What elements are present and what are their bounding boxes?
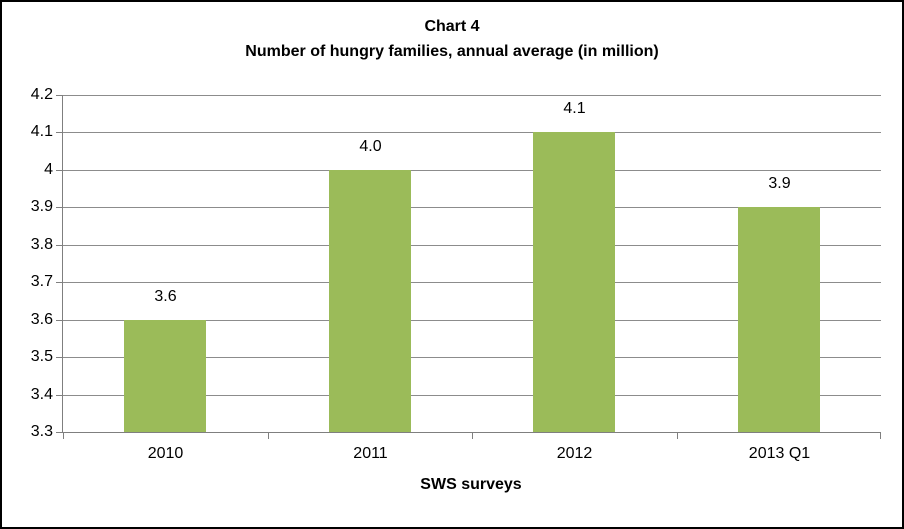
y-tick-label: 4 (44, 161, 53, 178)
y-tick-label: 3.7 (30, 273, 53, 290)
x-category-label: 2012 (556, 445, 593, 462)
y-axis-tick (56, 95, 63, 96)
y-tick-label: 3.4 (30, 386, 53, 403)
y-tick-label: 3.3 (30, 423, 53, 440)
y-axis-tick (56, 432, 63, 433)
y-tick-label: 4.1 (30, 123, 53, 140)
x-axis-tick (677, 432, 678, 439)
y-gridline (63, 170, 881, 171)
y-gridline (63, 395, 881, 396)
x-category-label: 2010 (147, 445, 184, 462)
y-tick-label: 4.2 (30, 86, 53, 103)
bar-2010 (124, 320, 206, 432)
x-category-label: 2013 Q1 (748, 445, 811, 462)
y-tick-label: 3.9 (30, 198, 53, 215)
bar-value-label: 3.9 (768, 175, 791, 192)
y-tick-label: 3.8 (30, 236, 53, 253)
y-gridline (63, 132, 881, 133)
y-gridline (63, 95, 881, 96)
y-tick-label: 3.5 (30, 348, 53, 365)
x-category-label: 2011 (353, 445, 388, 462)
y-axis-tick (56, 357, 63, 358)
y-tick-label: 3.6 (30, 311, 53, 328)
x-axis-tick (472, 432, 473, 439)
y-axis-tick (56, 207, 63, 208)
y-gridline (63, 245, 881, 246)
y-axis-tick (56, 132, 63, 133)
y-axis-tick (56, 170, 63, 171)
y-axis-tick (56, 320, 63, 321)
y-gridline (63, 207, 881, 208)
bar-2011 (329, 170, 411, 432)
bar-2013-q1 (738, 207, 820, 432)
y-axis-tick (56, 395, 63, 396)
x-axis-tick (268, 432, 269, 439)
plot-area: 4.2 4.1 4 3.9 3.8 3.7 3.6 3.5 3.4 3.3 3.6 4.0 4.1 3.9… (31, 86, 881, 462)
bar-value-label: 4.0 (359, 138, 382, 155)
chart-title: Chart 4 (424, 18, 480, 35)
chart-subtitle: Number of hungry families, annual averag… (245, 43, 659, 60)
bar-2012 (533, 132, 615, 432)
y-axis-tick (56, 282, 63, 283)
x-axis-tick (63, 432, 64, 439)
y-gridline (63, 282, 881, 283)
y-gridline (63, 320, 881, 321)
bar-value-label: 3.6 (154, 288, 177, 305)
bar-value-label: 4.1 (563, 100, 586, 117)
x-axis-tick (880, 432, 881, 439)
y-gridline (63, 357, 881, 358)
x-axis-title: SWS surveys (420, 476, 522, 493)
y-axis-tick (56, 245, 63, 246)
